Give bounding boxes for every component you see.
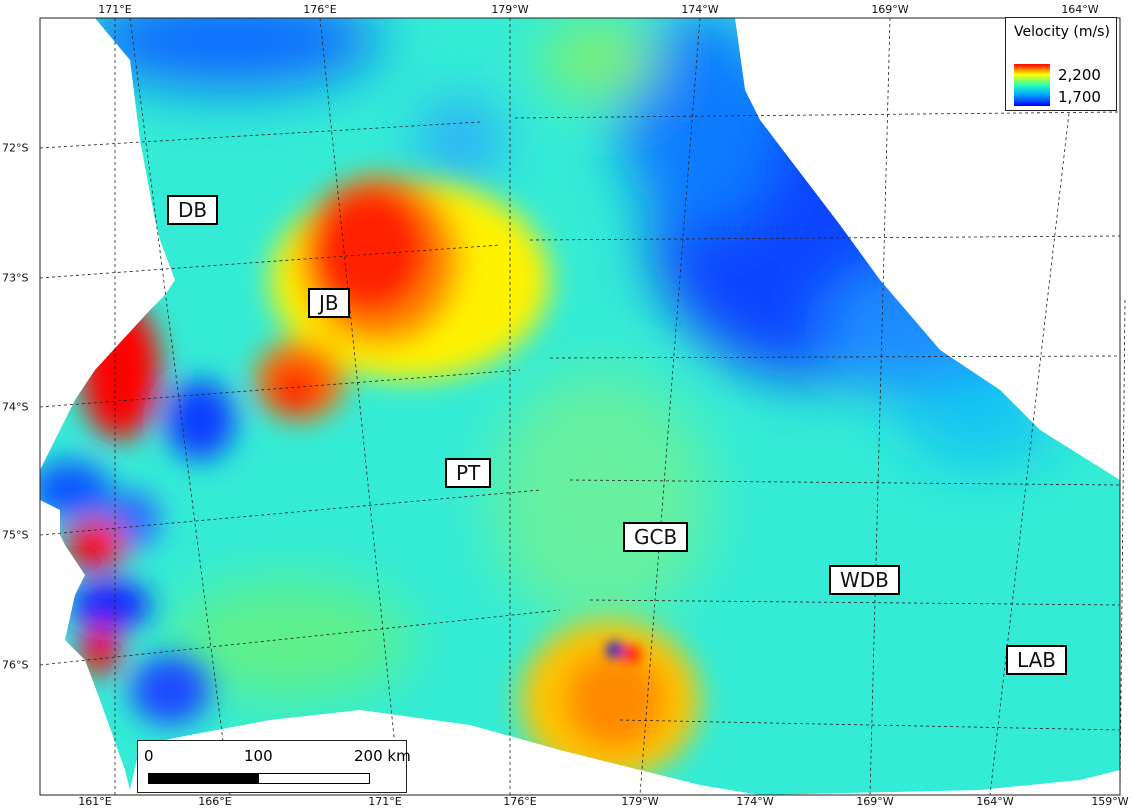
bottom-tick: 179°W [621,795,659,808]
legend-title: Velocity (m/s) [1014,24,1110,40]
legend: Velocity (m/s) 2,200 1,700 [1005,17,1117,111]
left-tick: 74°S [2,400,29,414]
top-tick: 176°E [303,3,337,16]
scale-label-100: 100 [244,747,273,765]
bottom-tick: 159°W [1091,795,1129,808]
top-tick: 179°W [491,3,529,16]
bottom-tick: 166°E [198,795,232,808]
scale-bar-graphic [148,773,370,784]
left-tick: 72°S [2,141,29,155]
bottom-tick: 169°W [856,795,894,808]
legend-min-label: 1,700 [1058,88,1101,106]
scale-bar-segment [149,774,259,783]
top-tick: 174°W [681,3,719,16]
region-label-pt: PT [445,458,492,488]
bottom-tick: 176°E [503,795,537,808]
region-label-lab: LAB [1006,645,1068,675]
top-tick: 171°E [98,3,132,16]
bottom-tick: 164°W [976,795,1014,808]
region-label-wdb: WDB [829,565,900,595]
bottom-tick: 161°E [78,795,112,808]
left-tick: 73°S [2,271,29,285]
scale-label-200: 200 km [354,747,411,765]
left-tick: 76°S [2,658,29,672]
scale-label-0: 0 [144,747,154,765]
graticule [39,17,1126,796]
legend-max-label: 2,200 [1058,66,1101,84]
top-tick: 164°W [1061,3,1099,16]
region-label-jb: JB [308,288,350,318]
scale-bar: 0 100 200 km [137,740,411,793]
left-tick: 75°S [2,528,29,542]
top-tick: 169°W [871,3,909,16]
region-label-gcb: GCB [623,522,689,552]
legend-color-ramp [1014,64,1050,106]
bottom-tick: 171°E [368,795,402,808]
region-label-db: DB [167,195,219,225]
bottom-tick: 174°W [736,795,774,808]
